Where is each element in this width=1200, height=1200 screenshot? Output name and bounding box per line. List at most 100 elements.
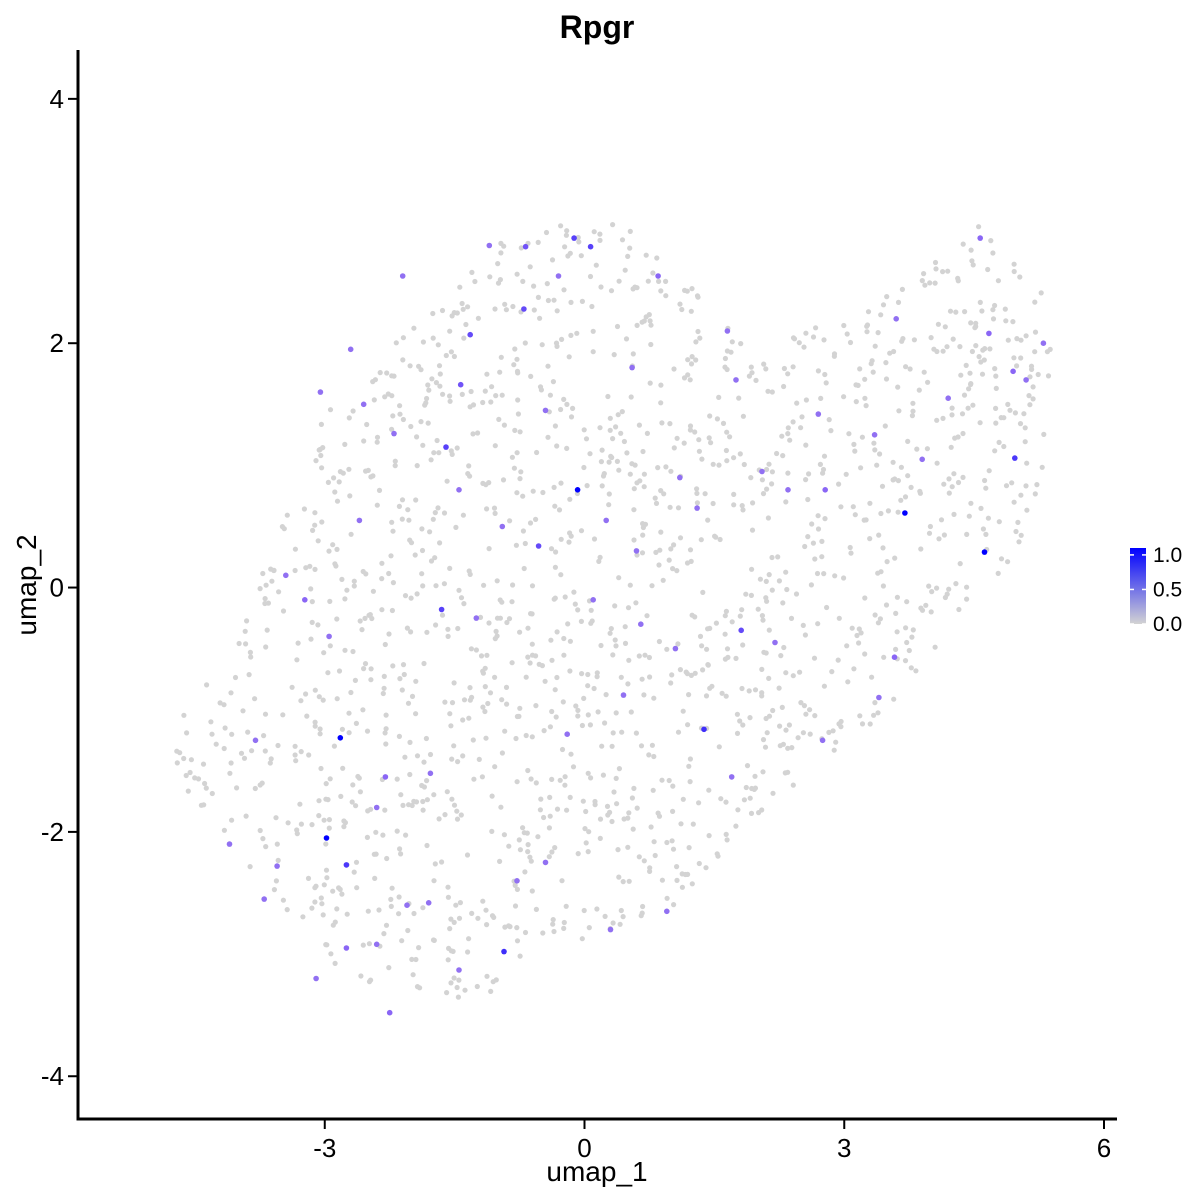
cell-point-background [535, 294, 542, 300]
cell-point-background [312, 522, 318, 528]
cell-point-background [867, 536, 873, 542]
cell-point-background [579, 936, 585, 942]
cell-point-background [576, 239, 582, 245]
cell-point [587, 243, 594, 250]
cell-point-background [760, 491, 767, 497]
cell-point-background [923, 602, 929, 608]
cell-point-background [658, 382, 664, 388]
cell-point-background [845, 679, 851, 685]
cell-point-background [631, 486, 637, 492]
cell-point-background [828, 428, 834, 434]
cell-point-background [1007, 407, 1013, 413]
cell-point-background [535, 834, 541, 840]
cell-point-background [702, 491, 708, 497]
cell-point-background [271, 887, 277, 893]
cell-point-background [952, 435, 958, 441]
cell-point-background [604, 803, 611, 810]
cell-point-background [334, 696, 340, 702]
cell-point-background [309, 822, 315, 828]
cell-point-background [836, 615, 842, 621]
cell-point-background [752, 785, 759, 791]
cell-point-background [321, 650, 327, 656]
cell-point-background [723, 447, 730, 454]
cell-point-background [427, 529, 433, 535]
colorbar-legend: 1.00.50.0 [1130, 544, 1182, 636]
cell-point-background [764, 730, 770, 736]
cell-point-background [1014, 363, 1020, 369]
cell-point-background [855, 382, 861, 388]
cell-point-background [550, 917, 556, 923]
cell-point-background [494, 633, 500, 639]
cell-point-background [583, 436, 590, 442]
cell-point-background [687, 427, 694, 433]
cell-point-background [465, 949, 471, 955]
cell-point-background [396, 911, 402, 917]
cell-point-background [517, 476, 523, 482]
cell-point-background [1017, 421, 1024, 427]
cell-point-background [940, 269, 946, 275]
cell-point-background [240, 708, 246, 714]
cell-point-background [371, 397, 377, 403]
cell-point [574, 487, 581, 493]
cell-point-background [448, 723, 454, 729]
cell-point-background [851, 441, 857, 447]
cell-point-background [351, 869, 357, 875]
cell-point-background [748, 810, 755, 817]
cell-point-background [583, 840, 589, 846]
cell-point-background [370, 588, 376, 594]
cell-point-background [899, 286, 906, 292]
cell-point-background [908, 665, 914, 671]
cell-point-background [632, 462, 638, 468]
cell-point-background [785, 745, 791, 751]
cell-point [607, 926, 614, 933]
cell-point-background [319, 901, 325, 907]
cell-point-background [318, 895, 324, 901]
cell-point [893, 316, 899, 322]
cell-point-background [551, 928, 557, 935]
cell-point-background [1022, 425, 1028, 431]
cell-point-background [535, 239, 541, 245]
cell-point-background [628, 709, 634, 715]
cell-point-background [787, 437, 793, 443]
cell-point-background [650, 270, 656, 276]
cell-point-background [339, 891, 345, 897]
cell-point-background [405, 507, 411, 513]
cell-point-background [414, 434, 420, 440]
cell-point-background [541, 814, 547, 821]
cell-point-background [610, 652, 616, 658]
y-tick-label: 2 [50, 328, 64, 358]
cell-point-background [1027, 402, 1033, 408]
cell-point-background [285, 820, 291, 826]
cell-point-background [752, 773, 758, 779]
cell-point [404, 902, 410, 908]
cell-point-background [821, 337, 827, 343]
cell-point-background [554, 806, 561, 812]
cell-point-background [480, 480, 486, 486]
cell-point-background [626, 810, 632, 816]
cell-point-background [486, 480, 492, 486]
cell-point-background [495, 280, 502, 286]
cell-point [603, 517, 609, 524]
cell-point-background [260, 570, 266, 577]
cell-point-background [394, 776, 400, 782]
cell-point-background [262, 748, 268, 754]
cell-point-background [549, 708, 555, 715]
cell-point-background [649, 583, 655, 589]
cell-point-background [284, 512, 290, 518]
cell-point [360, 401, 367, 408]
cell-point-background [402, 754, 408, 760]
cell-point [1040, 340, 1047, 347]
cell-point-background [325, 479, 331, 485]
cell-point-background [862, 651, 868, 657]
cell-point-background [364, 728, 371, 734]
cell-point-background [870, 369, 876, 375]
cell-point-background [517, 429, 523, 435]
cell-point-background [472, 278, 478, 285]
cell-point-background [849, 625, 855, 631]
cell-point-background [390, 580, 396, 586]
cell-point-background [316, 447, 322, 453]
cell-point-background [548, 546, 555, 552]
cell-point-background [396, 733, 402, 740]
cell-point-background [957, 344, 963, 350]
cell-point-background [810, 334, 817, 340]
